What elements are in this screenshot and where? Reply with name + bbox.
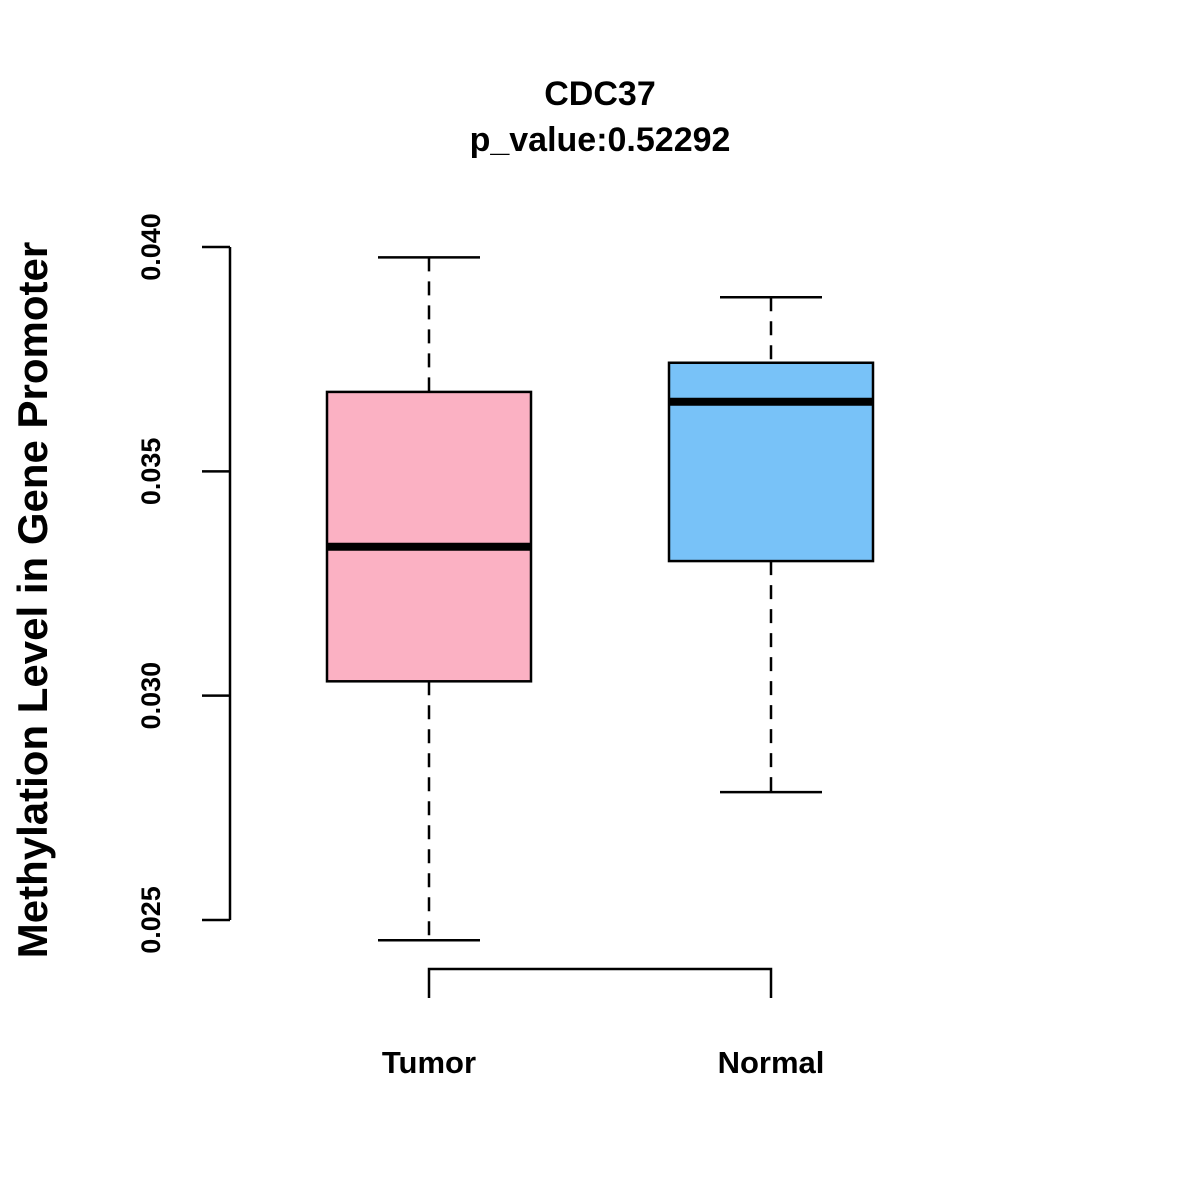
chart-title: CDC37 <box>544 75 655 113</box>
y-tick-label: 0.030 <box>136 662 166 730</box>
y-tick-label: 0.025 <box>136 886 166 954</box>
box-tumor <box>325 256 533 942</box>
y-axis-label: Methylation Level in Gene Promoter <box>9 242 56 958</box>
x-tick-label: Normal <box>718 1045 825 1080</box>
y-tick-label: 0.035 <box>136 438 166 506</box>
x-axis-labels: Tumor Normal <box>382 1045 824 1080</box>
y-tick-label: 0.040 <box>136 213 166 281</box>
box-normal <box>667 296 875 794</box>
bracket-line <box>427 967 773 998</box>
y-axis: 0.025 0.030 0.035 0.040 <box>136 213 232 954</box>
comparison-bracket <box>427 967 773 998</box>
chart-subtitle: p_value:0.52292 <box>470 121 731 159</box>
iqr-box <box>325 390 533 683</box>
x-tick-label: Tumor <box>382 1045 476 1080</box>
boxes <box>325 256 875 942</box>
iqr-box <box>667 361 875 563</box>
